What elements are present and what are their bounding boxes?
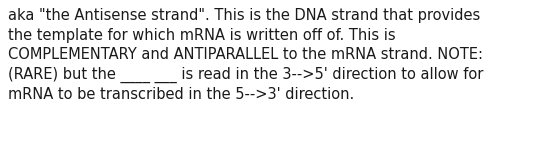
Text: COMPLEMENTARY and ANTIPARALLEL to the mRNA strand. NOTE:: COMPLEMENTARY and ANTIPARALLEL to the mR… [8, 47, 483, 62]
Text: aka "the Antisense strand". This is the DNA strand that provides: aka "the Antisense strand". This is the … [8, 8, 480, 23]
Text: mRNA to be transcribed in the 5-->3' direction.: mRNA to be transcribed in the 5-->3' dir… [8, 87, 354, 102]
Text: (RARE) but the ____ ___ is read in the 3-->5' direction to allow for: (RARE) but the ____ ___ is read in the 3… [8, 67, 483, 83]
Text: the template for which mRNA is written off of. This is: the template for which mRNA is written o… [8, 28, 396, 43]
